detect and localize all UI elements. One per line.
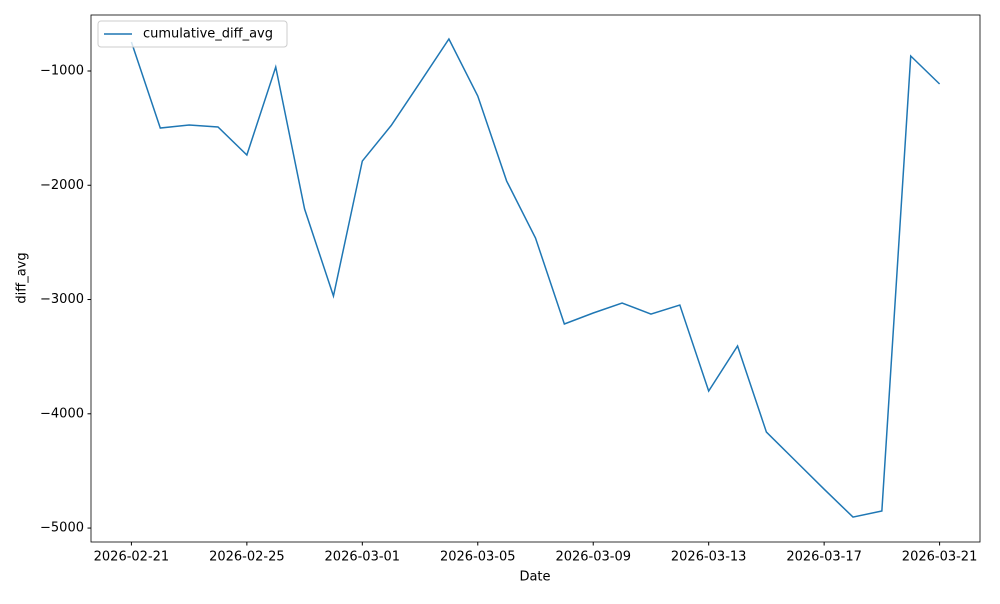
x-tick-label: 2026-03-13 xyxy=(671,550,747,565)
legend-label: cumulative_diff_avg xyxy=(143,27,273,42)
y-tick-label: −3000 xyxy=(40,292,84,307)
x-tick-label: 2026-03-05 xyxy=(440,550,516,565)
y-tick-label: −2000 xyxy=(40,178,84,193)
x-axis-label: Date xyxy=(519,570,550,585)
x-tick-label: 2026-02-21 xyxy=(94,550,170,565)
x-tick-label: 2026-02-25 xyxy=(209,550,285,565)
plot-frame xyxy=(90,14,981,543)
x-tick-label: 2026-03-09 xyxy=(555,550,631,565)
x-tick-label: 2026-03-21 xyxy=(902,550,978,565)
y-tick-label: −5000 xyxy=(40,521,84,536)
y-axis-label: diff_avg xyxy=(15,252,30,303)
y-tick-label: −4000 xyxy=(40,406,84,421)
data-line xyxy=(130,37,941,518)
x-tick-label: 2026-03-17 xyxy=(786,550,862,565)
x-tick-label: 2026-03-01 xyxy=(325,550,401,565)
legend-box xyxy=(97,20,288,48)
y-tick-label: −1000 xyxy=(40,63,84,78)
